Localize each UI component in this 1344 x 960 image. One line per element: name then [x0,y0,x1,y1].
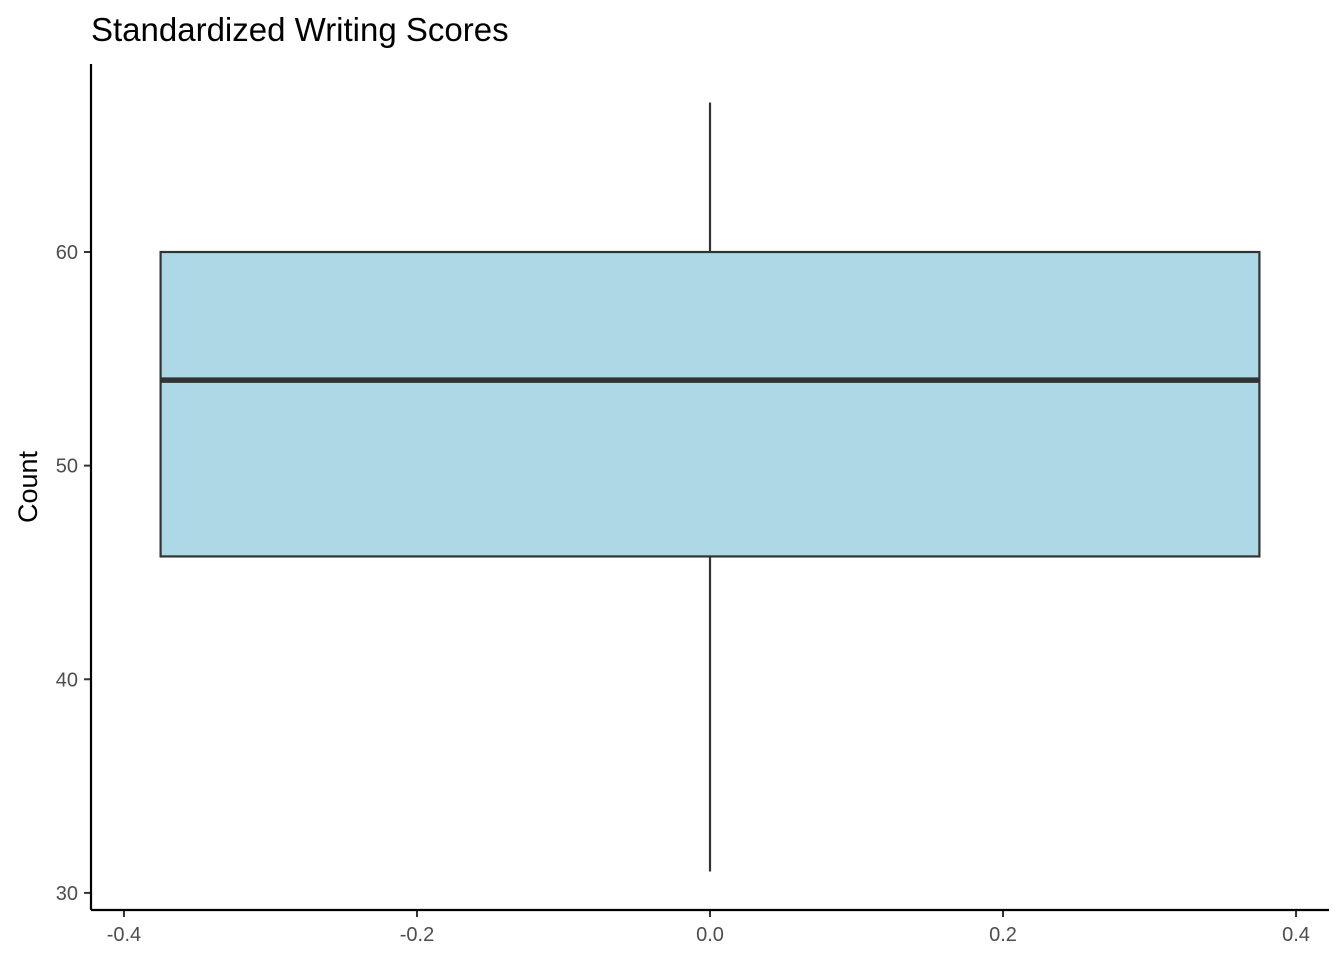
plot-marks [159,102,1261,872]
y-tick-label: 30 [56,883,78,905]
y-tick-label: 50 [56,456,78,478]
y-tick-label: 60 [56,242,78,264]
x-tick-label: 0.4 [1282,924,1310,946]
chart-title: Standardized Writing Scores [91,11,509,48]
box-iqr [159,250,1261,558]
y-axis-ticks: 30 40 50 60 [56,242,91,905]
x-tick-label: 0.2 [989,924,1017,946]
y-axis-label: Count [13,450,43,523]
x-tick-label: -0.2 [400,924,434,946]
y-tick-label: 40 [56,669,78,691]
x-tick-label: -0.4 [107,924,141,946]
x-axis-ticks: -0.4 -0.2 0.0 0.2 0.4 [107,910,1310,946]
x-tick-label: 0.0 [696,924,724,946]
